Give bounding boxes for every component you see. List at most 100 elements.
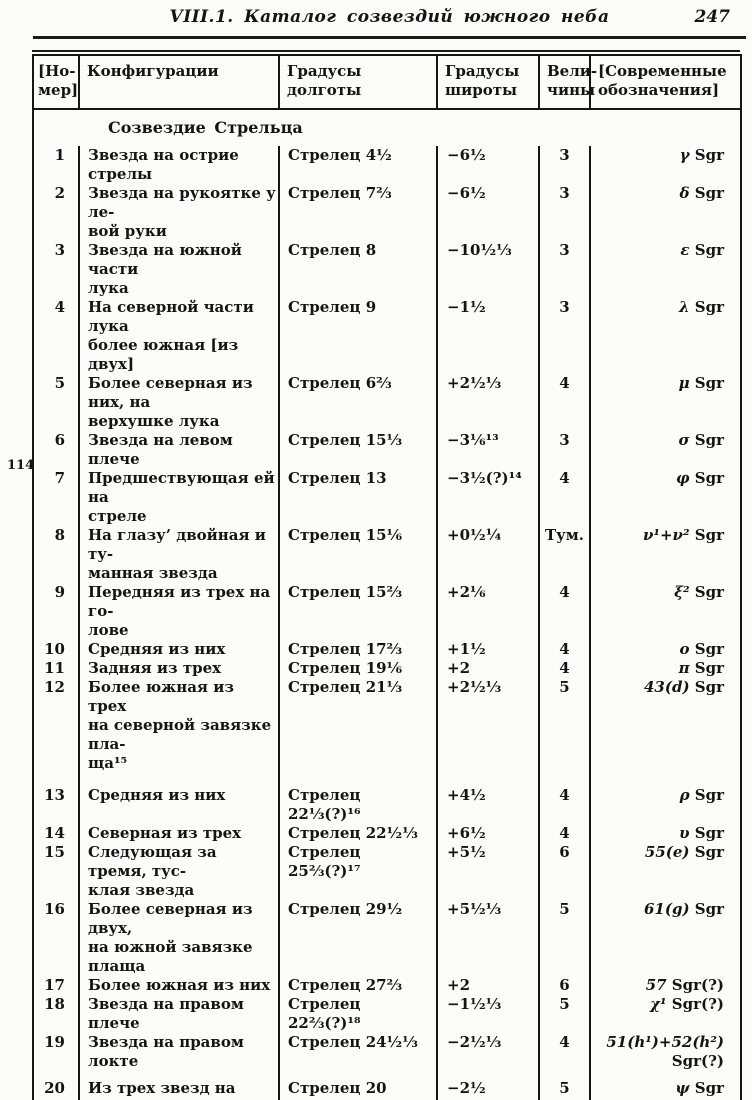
star-designation-id: ψ (675, 1078, 690, 1097)
row-longitude: Стрелец 25⅔(?)¹⁷ (278, 842, 437, 900)
row-configuration: Более северная из двух, на южной завязке… (78, 899, 279, 976)
row-configuration: Из трех звезд на спине между плечами (78, 1078, 279, 1100)
row-latitude: −3⅙¹³ (436, 430, 539, 469)
row-magnitude: 4 (538, 823, 590, 843)
star-designation-id: μ (678, 373, 690, 392)
row-configuration: Звезда на правом локте (78, 1032, 279, 1079)
row-configuration: Звезда на рукоятке у ле- вой руки (78, 183, 279, 241)
star-designation-id: σ (678, 430, 690, 449)
star-designation-suffix: Sgr (689, 639, 724, 658)
table-row: 17 Более южная из них Стрелец 27⅔ +2 6 5… (33, 975, 741, 995)
row-latitude: +5½⅓ (436, 899, 539, 976)
section-title-row: Созвездие Стрельца (33, 109, 741, 146)
row-designation: χ¹ Sgr(?) (589, 994, 741, 1033)
star-designation-id: ξ² (674, 582, 690, 601)
table-row: 6 Звезда на левом плече Стрелец 15⅓ −3⅙¹… (33, 430, 741, 469)
header-latitude-degrees: Градусы широты (436, 54, 539, 110)
row-latitude: −2½ (436, 1078, 539, 1100)
row-longitude: Стрелец 22½⅓ (278, 823, 437, 843)
row-configuration: Звезда на правом плече (78, 994, 279, 1033)
star-designation-suffix: Sgr (689, 823, 724, 842)
table-row: 12 Более южная из трех на северной завяз… (33, 677, 741, 786)
star-designation-suffix: Sgr (689, 899, 724, 918)
row-latitude: +2 (436, 658, 539, 678)
star-designation-id: ρ (679, 785, 690, 804)
row-configuration: Более южная из них (78, 975, 279, 995)
row-latitude: −2½⅓ (436, 1032, 539, 1079)
table-row: 2 Звезда на рукоятке у ле- вой руки Стре… (33, 183, 741, 241)
star-designation-id: λ (679, 297, 690, 316)
row-configuration: Более южная из трех на северной завязке … (78, 677, 279, 786)
row-designation: π Sgr (589, 658, 741, 678)
table-row: 10 Средняя из них Стрелец 17⅔ +1½ 4 o Sg… (33, 639, 741, 659)
row-latitude: +1½ (436, 639, 539, 659)
star-designation-id: δ (679, 183, 690, 202)
row-number: 6 (54, 430, 65, 449)
row-latitude: −3½(?)¹⁴ (436, 468, 539, 526)
row-longitude: Стрелец 17⅔ (278, 639, 437, 659)
table-body: Созвездие Стрельца 1 Звезда на острие ст… (33, 109, 741, 1100)
table-row: 7 Предшествующая ей на стреле Стрелец 13… (33, 468, 741, 526)
star-designation-suffix: Sgr (689, 658, 724, 677)
row-configuration: Задняя из трех (78, 658, 279, 678)
row-designation: ε Sgr (589, 240, 741, 298)
row-longitude: Стрелец 15⅔ (278, 582, 437, 640)
star-designation-suffix: Sgr(?) (666, 994, 724, 1013)
row-magnitude: 4 (538, 468, 590, 526)
row-designation: μ Sgr (589, 373, 741, 431)
row-magnitude: 4 (538, 1032, 590, 1079)
table-row: 3 Звезда на южной части лука Стрелец 8 −… (33, 240, 741, 298)
page-number: 247 (694, 7, 731, 27)
row-magnitude: 6 (538, 975, 590, 995)
star-designation-suffix: Sgr (689, 785, 724, 804)
row-number: 13 (44, 785, 65, 804)
table-row: 16 Более северная из двух, на южной завя… (33, 899, 741, 976)
star-designation-id: χ¹ (650, 994, 667, 1013)
row-magnitude: 4 (538, 658, 590, 678)
row-number: 9 (54, 582, 65, 601)
row-configuration: Предшествующая ей на стреле (78, 468, 279, 526)
row-designation: φ Sgr (589, 468, 741, 526)
row-longitude: Стрелец 24½⅓ (278, 1032, 437, 1079)
row-designation: ν¹+ν² Sgr (589, 525, 741, 583)
row-longitude: Стрелец 15⅓ (278, 430, 437, 469)
table-row: 4 На северной части лука более южная [из… (33, 297, 741, 374)
row-longitude: Стрелец 4½ (278, 145, 437, 184)
row-longitude: Стрелец 8 (278, 240, 437, 298)
row-longitude: Стрелец 22⅓(?)¹⁶ (278, 785, 437, 824)
star-designation-id: π (678, 658, 690, 677)
star-designation-id: ν¹+ν² (643, 525, 690, 544)
row-longitude: Стрелец 21⅓ (278, 677, 437, 786)
row-magnitude: 3 (538, 145, 590, 184)
row-number: 14 (44, 823, 65, 842)
row-latitude: +2⅙ (436, 582, 539, 640)
star-designation-suffix: Sgr (689, 297, 724, 316)
table-row: 9 Передняя из трех на го- лове Стрелец 1… (33, 582, 741, 640)
row-number: 19 (44, 1032, 65, 1051)
row-configuration: Средняя из них (78, 785, 279, 824)
table-row: 11 Задняя из трех Стрелец 19⅙ +2 4 π Sgr (33, 658, 741, 678)
row-number: 5 (54, 373, 65, 392)
row-latitude: +2½⅓ (436, 373, 539, 431)
row-configuration: Звезда на левом плече (78, 430, 279, 469)
row-magnitude: 3 (538, 183, 590, 241)
star-designation-id: φ (675, 468, 690, 487)
star-designation-suffix: Sgr(?) (671, 1051, 724, 1070)
star-designation-id: 57 (645, 975, 667, 994)
row-longitude: Стрелец 6⅔ (278, 373, 437, 431)
row-magnitude: 3 (538, 240, 590, 298)
star-designation-suffix: Sgr (689, 842, 724, 861)
running-head-title: VIII.1. Каталог созвездий южного неба (169, 7, 610, 27)
star-designation-suffix: Sgr (689, 1078, 724, 1097)
row-number: 10 (44, 639, 65, 658)
table-top-rule (32, 50, 740, 52)
row-designation: γ Sgr (589, 145, 741, 184)
row-longitude: Стрелец 7⅔ (278, 183, 437, 241)
row-designation: δ Sgr (589, 183, 741, 241)
row-configuration: Средняя из них (78, 639, 279, 659)
row-designation: o Sgr (589, 639, 741, 659)
table-row: 5 Более северная из них, на верхушке лук… (33, 373, 741, 431)
head-rule-divider (33, 36, 746, 39)
table-row: 19 Звезда на правом локте Стрелец 24½⅓ −… (33, 1032, 741, 1079)
row-configuration: На глазу’ двойная и ту- манная звезда (78, 525, 279, 583)
